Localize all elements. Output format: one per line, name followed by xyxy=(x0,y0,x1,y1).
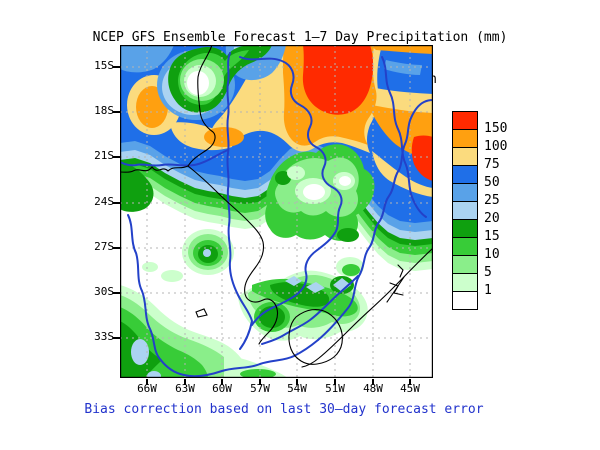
legend-label-1: 1 xyxy=(484,283,492,298)
lat-tick xyxy=(113,66,120,68)
lon-label-57w: 57W xyxy=(250,382,270,395)
map-canvas xyxy=(119,44,434,381)
legend-cell xyxy=(452,165,478,184)
lon-label-60w: 60W xyxy=(212,382,232,395)
lat-tick xyxy=(113,202,120,204)
legend-cell xyxy=(452,201,478,220)
lon-label-51w: 51W xyxy=(325,382,345,395)
country-borders xyxy=(119,44,434,368)
legend-label-150: 150 xyxy=(484,121,508,136)
legend-cell xyxy=(452,111,478,130)
legend-cell xyxy=(452,291,478,310)
legend-cell xyxy=(452,255,478,274)
lon-tick xyxy=(221,379,223,385)
lon-label-66w: 66W xyxy=(137,382,157,395)
legend-label-20: 20 xyxy=(484,211,500,226)
lat-label-15s: 15S xyxy=(94,59,114,72)
map-frame xyxy=(119,44,434,379)
legend-cell xyxy=(452,183,478,202)
color-legend: 150 100 75 50 25 20 15 10 5 1 xyxy=(452,111,512,310)
lat-label-30s: 30S xyxy=(94,285,114,298)
legend-label-5: 5 xyxy=(484,265,492,280)
lon-tick xyxy=(409,379,411,385)
lat-tick xyxy=(113,247,120,249)
lon-tick xyxy=(146,379,148,385)
lat-tick xyxy=(113,337,120,339)
precipitation-map xyxy=(119,44,434,381)
lat-tick xyxy=(113,111,120,113)
lon-tick xyxy=(372,379,374,385)
legend-cell xyxy=(452,147,478,166)
rivers-basin-outline xyxy=(119,52,434,378)
legend-cell xyxy=(452,273,478,292)
lon-tick xyxy=(296,379,298,385)
legend-cell xyxy=(452,237,478,256)
lon-label-45w: 45W xyxy=(400,382,420,395)
legend-label-50: 50 xyxy=(484,175,500,190)
lat-label-27s: 27S xyxy=(94,240,114,253)
legend-label-25: 25 xyxy=(484,193,500,208)
legend-label-10: 10 xyxy=(484,247,500,262)
legend-cell xyxy=(452,129,478,148)
bias-correction-note: Bias correction based on last 30–day for… xyxy=(84,402,484,417)
lat-label-21s: 21S xyxy=(94,149,114,162)
lat-label-24s: 24S xyxy=(94,195,114,208)
lon-label-54w: 54W xyxy=(287,382,307,395)
lat-tick xyxy=(113,292,120,294)
legend-cell xyxy=(452,219,478,238)
legend-label-75: 75 xyxy=(484,157,500,172)
lon-tick xyxy=(184,379,186,385)
lon-label-63w: 63W xyxy=(175,382,195,395)
lon-tick xyxy=(259,379,261,385)
legend-label-15: 15 xyxy=(484,229,500,244)
legend-label-100: 100 xyxy=(484,139,508,154)
title-line1: NCEP GFS Ensemble Forecast 1–7 Day Preci… xyxy=(92,30,508,45)
lon-label-48w: 48W xyxy=(363,382,383,395)
lat-tick xyxy=(113,156,120,158)
lat-label-18s: 18S xyxy=(94,104,114,117)
lon-tick xyxy=(334,379,336,385)
lat-label-33s: 33S xyxy=(94,330,114,343)
